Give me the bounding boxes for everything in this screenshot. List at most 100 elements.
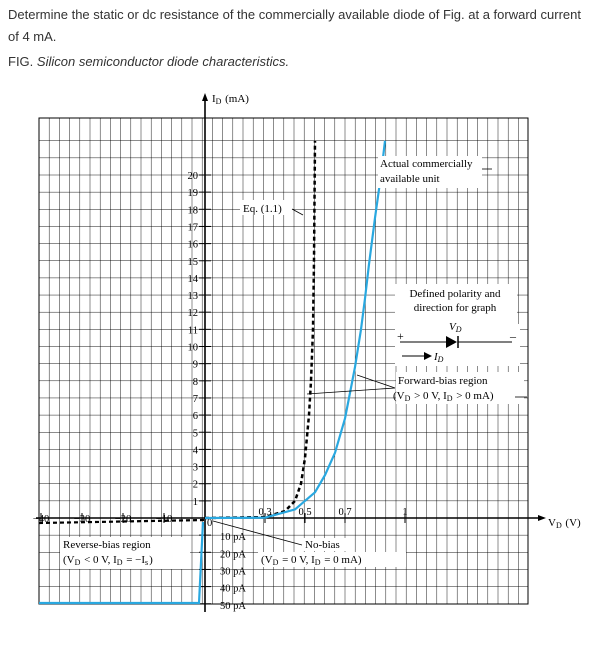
neg-y-tick-label: 50 pA (220, 601, 246, 612)
y-tick-label: 19 (188, 188, 199, 199)
nobias-line2-part: = 0 V, I (279, 554, 315, 566)
figure-caption-title: Silicon semiconductor diode characterist… (36, 54, 290, 69)
forward-leader-2 (306, 387, 396, 395)
x-axis-label-part: D (556, 521, 562, 530)
y-tick-label: 14 (188, 274, 199, 285)
y-tick-label: 17 (188, 222, 199, 233)
current-arrowhead (424, 352, 432, 360)
x-axis-label: VD (V) (548, 517, 581, 530)
x-axis-label-part: (V) (563, 517, 581, 529)
actual-diode-curve (204, 140, 387, 520)
x-tick-label: −20 (115, 514, 131, 525)
y-tick-label: 7 (193, 394, 198, 405)
polarity-vd-label-part (462, 321, 463, 333)
reverse-region-label: Reverse-bias region (63, 539, 151, 551)
y-tick-label: 16 (188, 240, 199, 251)
polarity-minus: – (509, 329, 517, 343)
polarity-id-label: ID (433, 351, 444, 364)
polarity-vd-label: VD (449, 321, 462, 334)
chart-curves (38, 140, 387, 605)
forward-region-label: Forward-bias region (398, 375, 488, 387)
forward-condition-label: (VD > 0 V, ID > 0 mA) (393, 390, 494, 403)
question-text: Determine the static or dc resistance of… (8, 7, 581, 44)
forward-condition-label-part: > 0 mA) (453, 390, 493, 402)
polarity-line2: direction for graph (414, 302, 497, 314)
reverse-condition-label-part: s (145, 558, 148, 567)
reverse-condition-label-part: D (117, 558, 123, 567)
forward-label-bg (396, 372, 524, 404)
y-tick-label: 10 (188, 343, 199, 354)
origin-label: 0 (207, 518, 212, 529)
actual-label-line1: Actual commercially (380, 158, 473, 170)
reverse-condition-label-part: ) (149, 554, 153, 566)
x-tick-label: −40 (33, 514, 49, 525)
y-tick-label: 20 (188, 171, 199, 182)
polarity-id-label-part: I (433, 351, 439, 363)
reverse-condition-label-part: D (75, 558, 81, 567)
polarity-id-label-part (443, 351, 444, 363)
x-tick-label: −10 (156, 514, 172, 525)
nobias-line2-part: = 0 mA) (321, 554, 361, 566)
neg-y-tick-label: 40 pA (220, 584, 246, 595)
polarity-line1: Defined polarity and (409, 288, 501, 300)
y-tick-label: 2 (193, 480, 198, 491)
eq-label-bg (240, 200, 292, 215)
y-tick-label: 13 (188, 291, 199, 302)
y-tick-label: 9 (193, 360, 198, 371)
y-tick-label: 5 (193, 428, 198, 439)
nobias-cond-bg (258, 552, 406, 567)
figure-caption: FIG. Silicon semiconductor diode charact… (8, 54, 289, 69)
y-tick-label: 11 (188, 325, 198, 336)
nobias-line2-part: (V (261, 554, 273, 566)
polarity-vd-label-part: D (455, 325, 462, 334)
polarity-id-label-part: D (437, 355, 444, 364)
x-tick-label: 0.3 (258, 507, 271, 518)
polarity-vd-label-part: V (449, 321, 457, 333)
x-tick-label: 0.5 (298, 507, 311, 518)
nobias-line2: (VD = 0 V, ID = 0 mA) (261, 554, 362, 567)
x-axis-label-part: V (548, 517, 556, 529)
polarity-label-bg (395, 284, 517, 324)
y-tick-label: 3 (193, 463, 198, 474)
x-tick-label: −30 (74, 514, 90, 525)
neg-y-tick-label: 20 pA (220, 549, 246, 560)
reverse-label-bg (60, 537, 190, 569)
nobias-line2-part: D (315, 558, 321, 567)
forward-condition-label-part: (V (393, 390, 405, 402)
forward-condition-label-part: D (405, 394, 411, 403)
eq-label-leader (291, 208, 304, 216)
y-axis-label-part: D (216, 97, 222, 106)
reverse-condition-label: (VD < 0 V, ID = −Is ) (63, 554, 153, 567)
actual-label-bg (378, 156, 482, 188)
figure-caption-prefix: FIG. (8, 54, 34, 69)
y-axis-label-part: I (212, 93, 216, 105)
nobias-label-bg (300, 538, 354, 551)
reverse-condition-label-part: < 0 V, I (81, 554, 117, 566)
reverse-condition-label-part: = −I (123, 554, 145, 566)
y-tick-label: 6 (193, 411, 198, 422)
neg-y-tick-label: 10 pA (220, 532, 246, 543)
y-tick-label: 4 (193, 445, 199, 456)
nobias-line1: No-bias (305, 539, 340, 551)
neg-y-tick-label: 30 pA (220, 566, 246, 577)
forward-condition-label-part: > 0 V, I (411, 390, 447, 402)
nobias-line2-part: D (273, 558, 279, 567)
y-tick-label: 8 (193, 377, 198, 388)
x-tick-label: 1 (402, 507, 407, 518)
y-tick-label: 15 (188, 257, 199, 268)
reverse-condition-label-part: (V (63, 554, 75, 566)
y-axis-arrowhead (202, 93, 208, 101)
chart-annotations: Eq. (1.1) Actual commercially available un… (60, 156, 527, 569)
forward-condition-label-part: D (447, 394, 453, 403)
forward-leader-1 (356, 374, 396, 389)
eq-label: Eq. (1.1) (243, 203, 282, 215)
actual-label-line2: available unit (380, 173, 440, 185)
x-tick-label: 0.7 (338, 507, 351, 518)
y-tick-label: 1 (193, 497, 198, 508)
y-tick-label: 12 (188, 308, 199, 319)
chart-axes: ID (mA)VD (V) (36, 93, 581, 612)
x-axis-arrowhead (538, 515, 546, 521)
y-axis-label-part: (mA) (222, 93, 249, 105)
